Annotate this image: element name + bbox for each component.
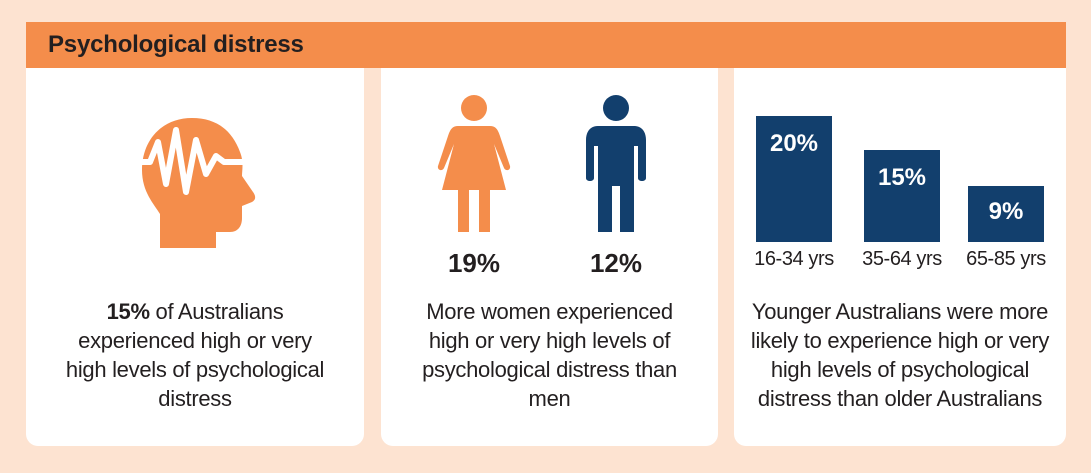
bar-65-85: 9% — [968, 186, 1044, 242]
bar-category: 65-85 yrs — [966, 248, 1046, 270]
women-percent: 19% — [447, 248, 501, 278]
page-title: Psychological distress — [48, 31, 304, 58]
panel-overall-text: 15% of Australians experienced high or v… — [26, 297, 364, 413]
woman-icon — [437, 95, 511, 232]
header-bar: Psychological distress — [26, 22, 1066, 68]
overall-description: of Australians experienced high or very … — [65, 299, 325, 411]
gender-description: More women experienced high or very high… — [422, 299, 677, 411]
bar-category: 35-64 yrs — [862, 248, 942, 270]
men-percent: 12% — [589, 248, 643, 278]
panel-gender: 19% 12% More women experienced high or v… — [381, 68, 718, 446]
bar-value: 20% — [769, 130, 819, 157]
panel-age: 20% 15% 9% 16-34 yrs 35-64 yrs 65-85 yrs… — [734, 68, 1066, 446]
bar-value: 9% — [988, 198, 1024, 225]
bar-value: 15% — [877, 164, 927, 191]
man-icon — [586, 95, 646, 232]
bar-35-64: 15% — [864, 150, 940, 242]
panel-overall: 15% of Australians experienced high or v… — [26, 68, 364, 446]
bar-category: 16-34 yrs — [754, 248, 834, 270]
age-description: Younger Australians were more likely to … — [750, 299, 1050, 411]
bar-16-34: 20% — [756, 116, 832, 242]
head-brainwave-icon — [125, 118, 257, 248]
overall-stat: 15% — [106, 299, 150, 324]
